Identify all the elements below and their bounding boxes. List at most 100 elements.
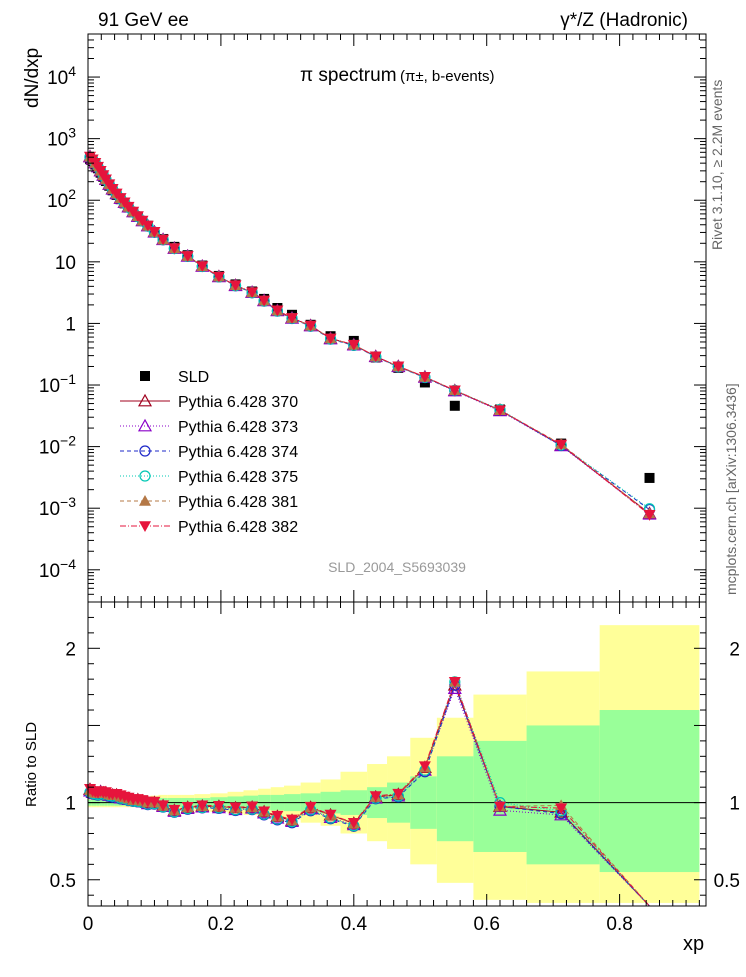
ratio-axis-ticks: 0 0.2 0.4 0.6 0.8 0.5 0.5 1 1 2 2 [50,602,740,935]
data-point [347,339,360,351]
legend-marker [137,418,153,432]
main-axis-ticks: 10−4 10−3 10−2 10−1 1 10 102 103 104 [39,33,706,603]
y-tick-label: 10−4 [39,556,76,582]
ratio-point [447,681,462,694]
data-point [286,313,299,324]
ratio-point [157,800,170,812]
ratio-band-stat [599,710,700,873]
y-tick-label: 10−2 [39,433,76,459]
rivet-label: Rivet 3.1.10, ≥ 2.2M events [709,80,725,250]
data-point [141,220,154,232]
mcplots-label: mcplots.cern.ch [arXiv:1306.3436] [723,383,739,595]
x-tick-label: 0.4 [341,914,368,935]
y-tick-label: 104 [47,63,76,89]
ratio-point [324,809,337,821]
legend-marker [140,371,150,381]
ratio-point [555,803,568,815]
y-tick-label: 10−1 [39,371,76,397]
data-point [148,227,161,238]
data-point [418,371,431,383]
main-series-layer [82,149,657,521]
chart-title: π spectrum [300,65,397,86]
ratio-point [246,801,259,813]
x-tick-label: 0.6 [473,914,499,935]
header-left: 91 GeV ee [98,10,189,31]
ratio-point [494,801,506,813]
legend: SLD Pythia 6.428 370 Pythia 6.428 373 Pythi… [120,369,298,536]
ratio-tick-label: 1 [65,794,76,815]
ratio-point [369,791,382,802]
data-point [229,280,242,292]
ratio-point [258,806,271,818]
data-point [168,243,181,255]
y-tick-label: 1 [65,314,76,335]
ratio-point [181,802,194,813]
legend-label: Pythia 6.428 382 [178,519,298,536]
x-tick-label: 0.2 [208,914,234,935]
ratio-tick-label-right: 0.5 [714,871,740,892]
legend-marker [139,445,151,457]
ratio-tick-label: 2 [65,639,76,660]
ratio-point [196,800,209,812]
x-axis-label: xp [683,933,704,955]
data-point [644,472,655,483]
data-point [181,251,194,262]
chart-subtitle: (π±, b-events) [400,68,494,85]
y-tick-label: 10 [55,253,76,274]
data-point [555,439,568,451]
data-point [212,271,225,283]
data-point [304,320,317,332]
data-point [392,361,405,373]
ratio-point [148,796,161,808]
data-point [448,385,461,397]
legend-marker [137,393,153,407]
x-tick-label: 0.8 [606,914,632,935]
legend-marker [139,521,151,532]
data-point [324,333,337,345]
x-tick-label: 0 [83,914,94,935]
ratio-point [168,804,181,816]
ratio-point [229,802,242,814]
ratio-tick-label-right: 2 [729,639,740,660]
y-tick-label: 10−3 [39,494,76,520]
ratio-tick-label: 0.5 [50,871,76,892]
ratio-y-axis-label: Ratio to SLD [23,722,40,807]
legend-marker [139,470,151,482]
data-point [246,287,259,299]
ratio-series-layer [82,675,650,907]
y-axis-label: dN/dxp [22,48,43,108]
y-tick-label: 102 [47,186,76,212]
ratio-tick-label-right: 1 [729,794,740,815]
ratio-plot-frame [87,601,707,907]
legend-label: Pythia 6.428 375 [178,469,298,486]
ratio-point [212,800,225,812]
data-point [449,400,460,411]
header-right: γ*/Z (Hadronic) [560,10,688,31]
y-tick-label: 103 [47,125,76,151]
ratio-plot: 0 0.2 0.4 0.6 0.8 0.5 0.5 1 1 2 2 Ratio to SLD [23,601,740,935]
ratio-point [304,801,317,813]
ratio-band-stat [436,756,474,842]
ratio-point [392,788,405,800]
legend-label: Pythia 6.428 381 [178,494,298,511]
legend-label: SLD [178,369,209,386]
ratio-point [347,817,360,829]
data-point [271,305,284,317]
ratio-point [554,805,569,818]
data-point [157,234,170,246]
data-point [369,351,382,363]
ratio-point [448,677,461,688]
legend-marker [139,495,151,506]
analysis-id: SLD_2004_S5693039 [328,559,466,575]
data-point [196,261,209,273]
legend-label: Pythia 6.428 373 [178,419,298,436]
legend-label: Pythia 6.428 370 [178,394,298,411]
legend-label: Pythia 6.428 374 [178,444,298,461]
ratio-point [418,761,431,773]
ratio-point [286,814,299,826]
data-point [643,510,656,521]
ratio-point [271,810,284,822]
data-point [494,405,506,417]
